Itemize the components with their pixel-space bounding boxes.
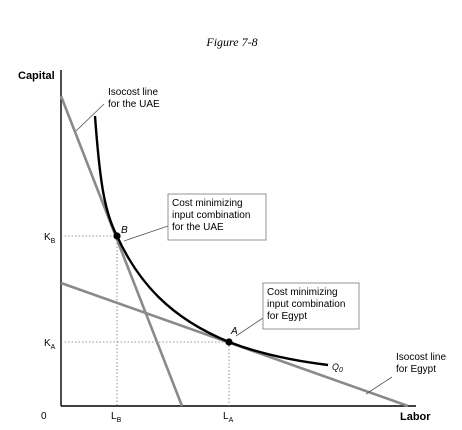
uae-cost-min-annotation: Cost minimizing input combination for th… — [172, 198, 253, 233]
y-axis-label: Capital — [18, 70, 55, 82]
tick-k-a: KA — [44, 338, 56, 351]
x-axis-label: Labor — [400, 411, 431, 423]
uae-isocost-pointer — [75, 103, 105, 132]
point-a-label: A — [230, 326, 238, 337]
point-b-label: B — [121, 225, 128, 236]
uae-cost-min-pointer — [123, 225, 169, 242]
egypt-cost-min-pointer — [235, 317, 264, 337]
uae-isocost-annotation: Isocost line for the UAE — [108, 87, 161, 110]
isocost-line-uae — [59, 95, 184, 407]
point-a-marker — [225, 338, 233, 346]
egypt-cost-min-annotation: Cost minimizing input combination for Eg… — [267, 287, 348, 322]
tick-l-a: LA — [223, 411, 234, 424]
dotted-guides — [61, 235, 230, 406]
point-b-marker — [113, 232, 121, 240]
tick-k-b: KB — [44, 232, 56, 245]
egypt-isocost-annotation: Isocost line for Egypt — [396, 352, 449, 375]
uae-cost-min-box — [167, 193, 267, 241]
egypt-cost-min-box — [262, 282, 360, 330]
isoquant-curve — [93, 115, 329, 367]
origin-label: 0 — [41, 411, 47, 422]
figure-title: Figure 7-8 — [205, 35, 257, 49]
isoquant-label: Q0 — [332, 362, 343, 374]
tick-l-b: LB — [111, 411, 122, 424]
egypt-isocost-pointer — [365, 376, 393, 395]
